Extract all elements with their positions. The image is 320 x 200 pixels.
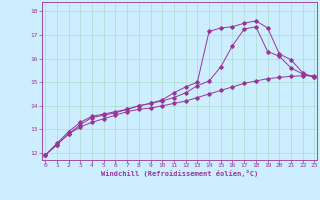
X-axis label: Windchill (Refroidissement éolien,°C): Windchill (Refroidissement éolien,°C) <box>100 170 258 177</box>
